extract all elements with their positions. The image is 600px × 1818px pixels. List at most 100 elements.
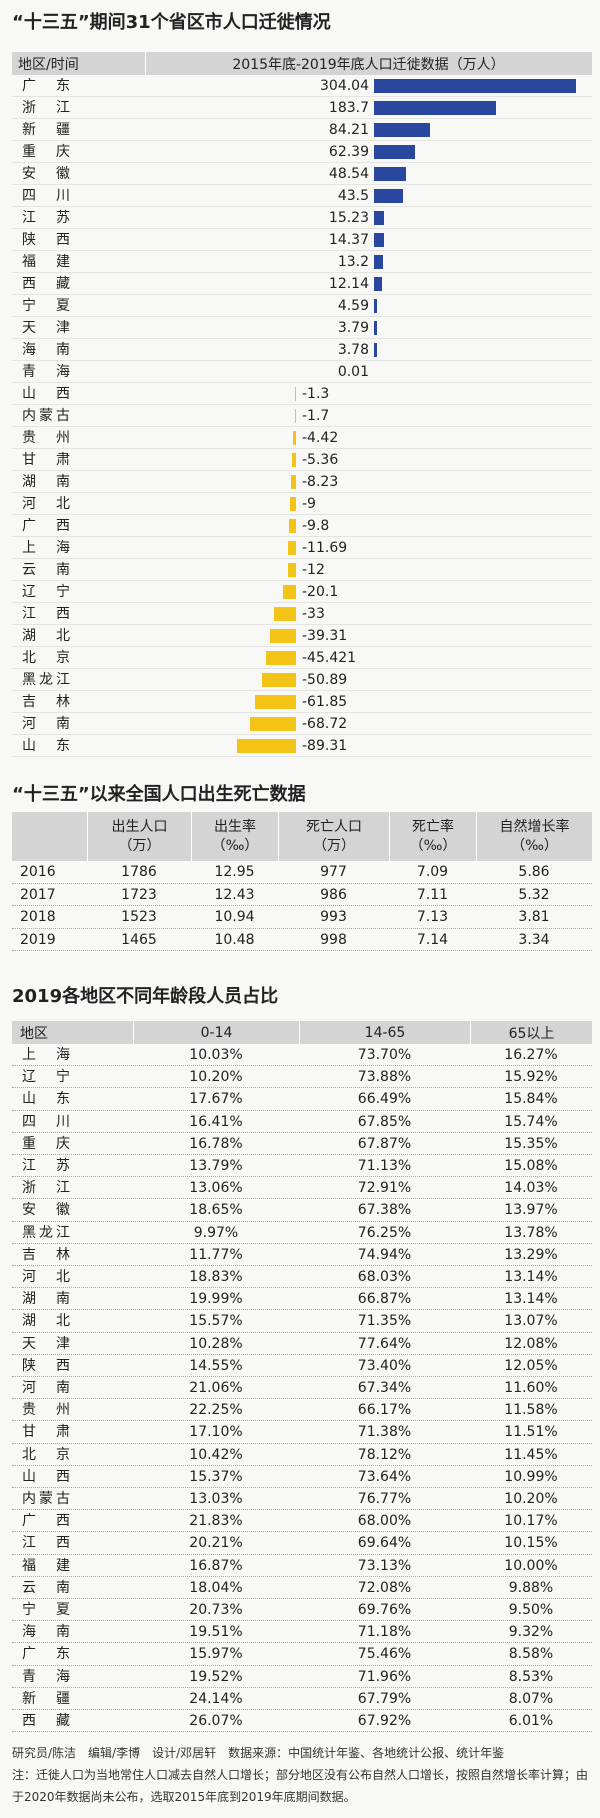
row-line [12, 580, 592, 581]
row-line [12, 558, 592, 559]
row-line [12, 1598, 592, 1599]
table-cell: 9.50% [508, 1602, 554, 1619]
table-cell: 10.17% [504, 1513, 558, 1530]
table-cell: 986 [320, 886, 347, 903]
row-line [12, 1464, 592, 1466]
table-cell: 21.06% [189, 1380, 243, 1397]
row-line [12, 1664, 592, 1666]
column-header: 0-14 [133, 1021, 299, 1044]
bar [374, 145, 416, 159]
row-line [12, 316, 592, 317]
row-line [12, 1154, 592, 1155]
header-label: 地区/时间 [18, 56, 79, 73]
table-cell: 67.85% [357, 1113, 412, 1130]
bar [288, 563, 296, 577]
table-title: “十三五”以来全国人口出生死亡数据 [12, 784, 306, 805]
value-label: -39.31 [302, 628, 348, 644]
row-line [12, 1242, 592, 1244]
table-cell: 76.77% [357, 1491, 412, 1508]
table-cell: 17.10% [189, 1424, 243, 1441]
table-cell: 73.64% [357, 1468, 412, 1485]
row-line [12, 1065, 592, 1067]
bar [269, 629, 296, 643]
row-line [12, 404, 592, 405]
category-label: 重庆 [22, 144, 70, 160]
category-label: 安徽 [22, 166, 70, 182]
table-cell: 12.43 [214, 886, 255, 903]
table-cell: 72.91% [357, 1180, 412, 1197]
table-cell: 青海 [22, 1668, 70, 1685]
table-cell: 18.04% [189, 1579, 243, 1596]
row-line [12, 272, 592, 273]
table-cell: 13.29% [504, 1246, 558, 1263]
bar [274, 607, 296, 621]
table-cell: 15.57% [189, 1313, 243, 1330]
table-cell: 天津 [22, 1335, 70, 1352]
bar [374, 167, 407, 181]
column-header: 65以上 [470, 1021, 592, 1044]
table-cell: 13.79% [189, 1158, 243, 1175]
table-cell: 内蒙古 [22, 1491, 70, 1507]
table-cell: 15.37% [189, 1468, 243, 1485]
row-line [12, 1131, 592, 1133]
row-line [12, 950, 592, 951]
row-line [12, 470, 592, 471]
table-header [12, 1021, 592, 1044]
table-cell: 山西 [22, 1468, 70, 1485]
bar [374, 277, 383, 291]
bar [374, 101, 497, 115]
table-cell: 67.79% [357, 1690, 412, 1707]
category-label: 广西 [22, 518, 70, 534]
table-cell: 陕西 [22, 1357, 70, 1374]
table-cell: 浙江 [22, 1180, 70, 1197]
table-cell: 13.14% [504, 1269, 558, 1286]
row-line [12, 1398, 592, 1400]
table-cell: 海南 [22, 1624, 70, 1641]
row-line [12, 1353, 592, 1355]
table-cell: 68.00% [357, 1513, 412, 1530]
column-header: 14-65 [299, 1021, 470, 1044]
table-cell: 四川 [22, 1113, 70, 1130]
table-cell: 66.49% [357, 1091, 412, 1108]
table-cell: 12.95 [214, 864, 255, 881]
table-cell: 1723 [121, 886, 157, 903]
table-cell: 14.03% [504, 1180, 558, 1197]
table-cell: 75.46% [357, 1646, 412, 1663]
category-label: 江苏 [22, 210, 70, 226]
value-label: 183.7 [328, 100, 369, 116]
row-line [12, 492, 592, 493]
row-line [12, 1686, 592, 1688]
table-cell: 福建 [22, 1557, 70, 1574]
table-cell: 9.97% [193, 1224, 239, 1241]
table-cell: 73.13% [357, 1557, 412, 1574]
table-cell: 山东 [22, 1091, 70, 1108]
row-line [12, 1287, 592, 1289]
table-cell: 江苏 [22, 1158, 70, 1174]
table-cell: 20.21% [189, 1535, 243, 1552]
table-cell: 10.42% [189, 1446, 243, 1463]
table-cell: 977 [320, 864, 347, 881]
value-label: 304.04 [320, 78, 369, 94]
value-label: -61.85 [302, 694, 348, 710]
table-title: 2019各地区不同年龄段人员占比 [12, 986, 279, 1007]
table-cell: 19.51% [189, 1624, 243, 1641]
table-cell: 新疆 [22, 1690, 70, 1707]
category-label: 山东 [22, 738, 70, 754]
bar [374, 343, 377, 357]
value-label: -1.7 [302, 408, 330, 424]
table-cell: 68.03% [357, 1269, 412, 1286]
category-label: 青海 [22, 364, 70, 380]
category-label: 海南 [22, 342, 70, 358]
category-label: 天津 [22, 320, 70, 336]
table-cell: 21.83% [189, 1513, 243, 1530]
row-line [12, 1487, 592, 1488]
value-label: 84.21 [328, 122, 369, 138]
row-line [12, 250, 592, 251]
row-line [12, 1265, 592, 1266]
category-label: 内蒙古 [22, 408, 70, 424]
table-cell: 12.05% [504, 1357, 558, 1374]
table-cell: 24.14% [189, 1690, 243, 1707]
row-line [12, 602, 592, 603]
table-cell: 5.86 [518, 864, 550, 881]
table-cell: 10.94 [214, 909, 255, 926]
